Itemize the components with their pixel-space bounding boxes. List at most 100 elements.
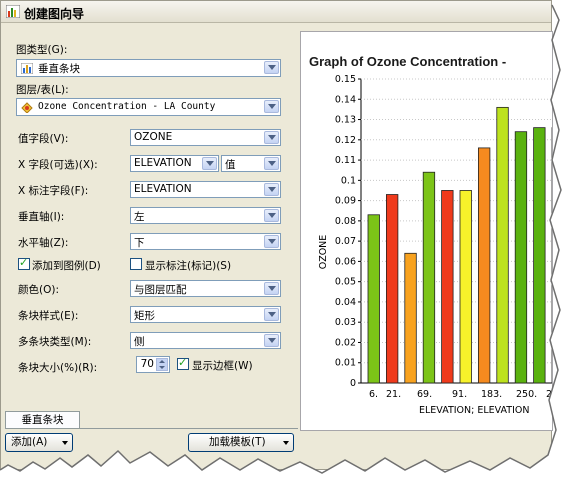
value-field-value: OZONE (134, 131, 173, 143)
y-tick-label: 0.1 (341, 175, 356, 186)
chevron-down-icon[interactable] (264, 100, 279, 113)
chart-bar (533, 127, 546, 384)
x-label-field-select[interactable]: ELEVATION (130, 181, 281, 198)
y-tick-label: 0.14 (335, 94, 356, 105)
y-axis-label: OZONE (318, 235, 329, 270)
chevron-down-icon[interactable] (264, 131, 279, 144)
vertical-axis-select[interactable]: 左 (130, 207, 281, 224)
chart-bar (404, 252, 417, 384)
chevron-down-icon[interactable] (264, 235, 279, 248)
add-button-label: 添加(A) (11, 436, 48, 448)
chart-preview-panel: Graph of Ozone Concentration - OZONE ELE… (300, 31, 553, 431)
tab-vertical-bar[interactable]: 垂直条块 (5, 411, 80, 429)
x-label-field-label: X 标注字段(F): (18, 185, 89, 197)
y-tick-label: 0.05 (335, 277, 356, 288)
y-tick-label: 0.08 (335, 216, 356, 227)
x-label-field-value: ELEVATION (134, 183, 192, 195)
show-labels-checkbox[interactable] (130, 258, 142, 270)
bar-size-stepper[interactable]: 70 (136, 356, 170, 373)
chart-bar (422, 171, 436, 384)
chevron-down-icon[interactable] (264, 334, 279, 347)
y-tick-label: 0.09 (335, 196, 356, 207)
bar-style-value: 矩形 (134, 310, 155, 322)
multi-bar-type-select[interactable]: 侧 (130, 332, 281, 349)
chart-bar (477, 147, 491, 384)
chart-bar (459, 190, 472, 384)
show-border-checkbox[interactable] (177, 356, 189, 370)
y-tick-label: 0.13 (335, 115, 356, 126)
x-field-sort-select[interactable]: 值 (221, 155, 281, 172)
color-label: 颜色(O): (18, 284, 59, 296)
horizontal-axis-select[interactable]: 下 (130, 233, 281, 250)
x-axis-label: ELEVATION; ELEVATION (419, 405, 530, 416)
y-tick-label: 0.12 (335, 135, 356, 146)
value-field-select[interactable]: OZONE (130, 129, 281, 146)
chevron-down-icon[interactable] (264, 308, 279, 321)
chevron-down-icon[interactable] (264, 61, 279, 74)
x-field-sort-value: 值 (225, 159, 236, 171)
show-border-label: 显示边框(W) (192, 360, 253, 372)
chart-bar (386, 194, 399, 384)
y-tick-label: 0.11 (335, 155, 356, 166)
tab-divider (5, 428, 298, 429)
y-tick-label: 0.02 (335, 337, 356, 348)
x-tick-label: 21. (386, 389, 401, 400)
vertical-axis-label: 垂直轴(I): (18, 211, 65, 223)
dropdown-arrow-icon (62, 441, 68, 445)
title-bar: 创建图向导 (1, 1, 551, 23)
chevron-down-icon[interactable] (202, 157, 217, 170)
x-tick-label: 2 (546, 389, 552, 400)
x-tick-label: 6. (369, 389, 378, 400)
add-to-legend-checkbox[interactable] (18, 256, 30, 270)
chevron-down-icon[interactable] (264, 183, 279, 196)
x-tick-label: 91. (452, 389, 467, 400)
y-tick-label: 0.15 (335, 74, 356, 85)
x-tick-label: 69. (417, 389, 432, 400)
x-field-select[interactable]: ELEVATION (130, 155, 219, 172)
add-to-legend-label: 添加到图例(D) (32, 260, 101, 272)
chevron-down-icon[interactable] (264, 157, 279, 170)
x-field-label: X 字段(可选)(X): (18, 159, 98, 171)
chart-bar (496, 106, 509, 384)
bar-style-select[interactable]: 矩形 (130, 306, 281, 323)
layer-table-value: Ozone Concentration - LA County (38, 101, 216, 112)
value-field-label: 值字段(V): (18, 133, 69, 145)
y-tick-label: 0.06 (335, 256, 356, 267)
graph-wizard-icon (6, 5, 20, 18)
graph-type-select[interactable]: 垂直条块 (16, 59, 281, 77)
layer-table-select[interactable]: Ozone Concentration - LA County (16, 98, 281, 116)
horizontal-axis-value: 下 (134, 237, 145, 249)
x-tick-label: 250. (516, 389, 537, 400)
layer-table-label: 图层/表(L): (16, 84, 69, 96)
ozone-bar-chart: Graph of Ozone Concentration - OZONE ELE… (309, 54, 552, 416)
vertical-axis-value: 左 (134, 211, 145, 223)
chevron-down-icon[interactable] (264, 209, 279, 222)
show-labels-label: 显示标注(标记)(S) (145, 260, 232, 272)
load-template-label: 加载模板(T) (209, 436, 266, 448)
x-field-value: ELEVATION (134, 157, 192, 169)
graph-type-label: 图类型(G): (16, 44, 68, 56)
bar-size-label: 条块大小(%)(R): (18, 362, 98, 374)
load-template-button[interactable]: 加载模板(T) (188, 433, 294, 452)
y-tick-label: 0.03 (335, 317, 356, 328)
add-button[interactable]: 添加(A) (5, 433, 73, 452)
y-tick-label: 0.01 (335, 358, 356, 369)
dropdown-arrow-icon (283, 441, 289, 445)
point-layer-icon (21, 102, 33, 113)
chart-bar (441, 190, 454, 384)
color-select[interactable]: 与图层匹配 (130, 280, 281, 297)
chevron-down-icon[interactable] (264, 282, 279, 295)
create-graph-wizard-window: 创建图向导 图类型(G): 垂直条块 图层/表(L): Ozone Concen… (0, 0, 552, 470)
multi-bar-type-value: 侧 (134, 336, 145, 348)
y-tick-label: 0.07 (335, 236, 356, 247)
y-tick-label: 0 (350, 378, 356, 389)
bar-style-label: 条块样式(E): (18, 310, 79, 322)
chart-title: Graph of Ozone Concentration - (309, 54, 506, 69)
bar-size-value: 70 (140, 358, 154, 370)
stepper-arrows-icon[interactable] (156, 358, 168, 371)
chart-bar (514, 131, 528, 384)
y-tick-label: 0.04 (335, 297, 356, 308)
graph-type-value: 垂直条块 (38, 63, 80, 75)
color-value: 与图层匹配 (134, 284, 187, 296)
